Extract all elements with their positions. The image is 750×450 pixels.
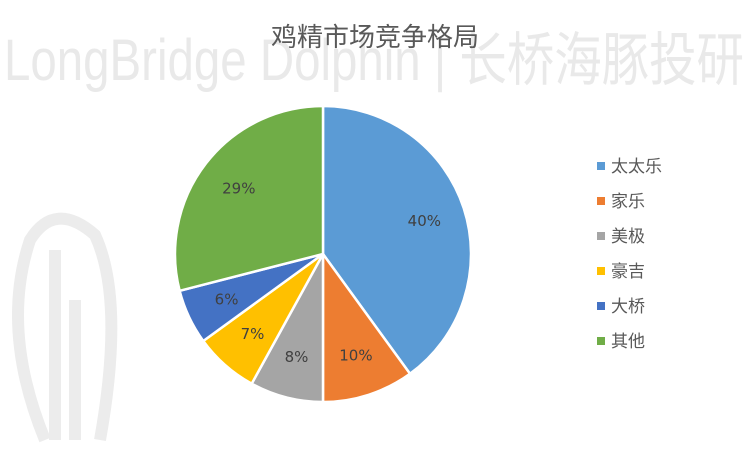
slice-label-1: 40% (408, 212, 441, 230)
legend-item-2: 家乐 (597, 192, 645, 212)
legend-label-2: 家乐 (611, 192, 645, 212)
watermark: LongBridge Dolphin | 长桥海豚投研 (4, 28, 744, 443)
legend-label-5: 大桥 (611, 297, 645, 317)
legend-swatch-6 (597, 337, 605, 345)
legend-item-4: 豪吉 (597, 261, 645, 282)
slice-label-5: 6% (215, 290, 239, 308)
watermark-logo (12, 212, 118, 443)
legend-swatch-4 (597, 267, 605, 275)
legend-item-1: 太太乐 (597, 157, 662, 177)
legend-item-3: 美极 (597, 227, 645, 247)
watermark-text: LongBridge Dolphin | 长桥海豚投研 (4, 28, 744, 93)
chart-title: 鸡精市场竞争格局 (271, 23, 479, 53)
slice-label-2: 10% (339, 346, 372, 364)
slice-label-3: 8% (285, 348, 309, 366)
slice-label-4: 7% (241, 325, 265, 343)
legend-label-1: 太太乐 (611, 157, 662, 177)
legend-label-6: 其他 (611, 332, 645, 352)
legend-swatch-3 (597, 232, 605, 240)
pie-slices (173, 104, 473, 404)
pie-slice-1 (321, 104, 473, 375)
legend-swatch-5 (597, 302, 605, 310)
legend-label-4: 豪吉 (611, 261, 645, 282)
legend-item-5: 大桥 (597, 297, 645, 317)
slice-label-6: 29% (222, 180, 255, 198)
slice-labels: 40% 10% 8% 7%6% 29% (215, 180, 441, 367)
pie-slice-6 (173, 104, 325, 293)
legend-item-6: 其他 (597, 332, 645, 352)
pie-slice-2 (321, 252, 412, 404)
legend-label-3: 美极 (611, 227, 645, 247)
legend-swatch-2 (597, 197, 605, 205)
legend-swatch-1 (597, 162, 605, 170)
